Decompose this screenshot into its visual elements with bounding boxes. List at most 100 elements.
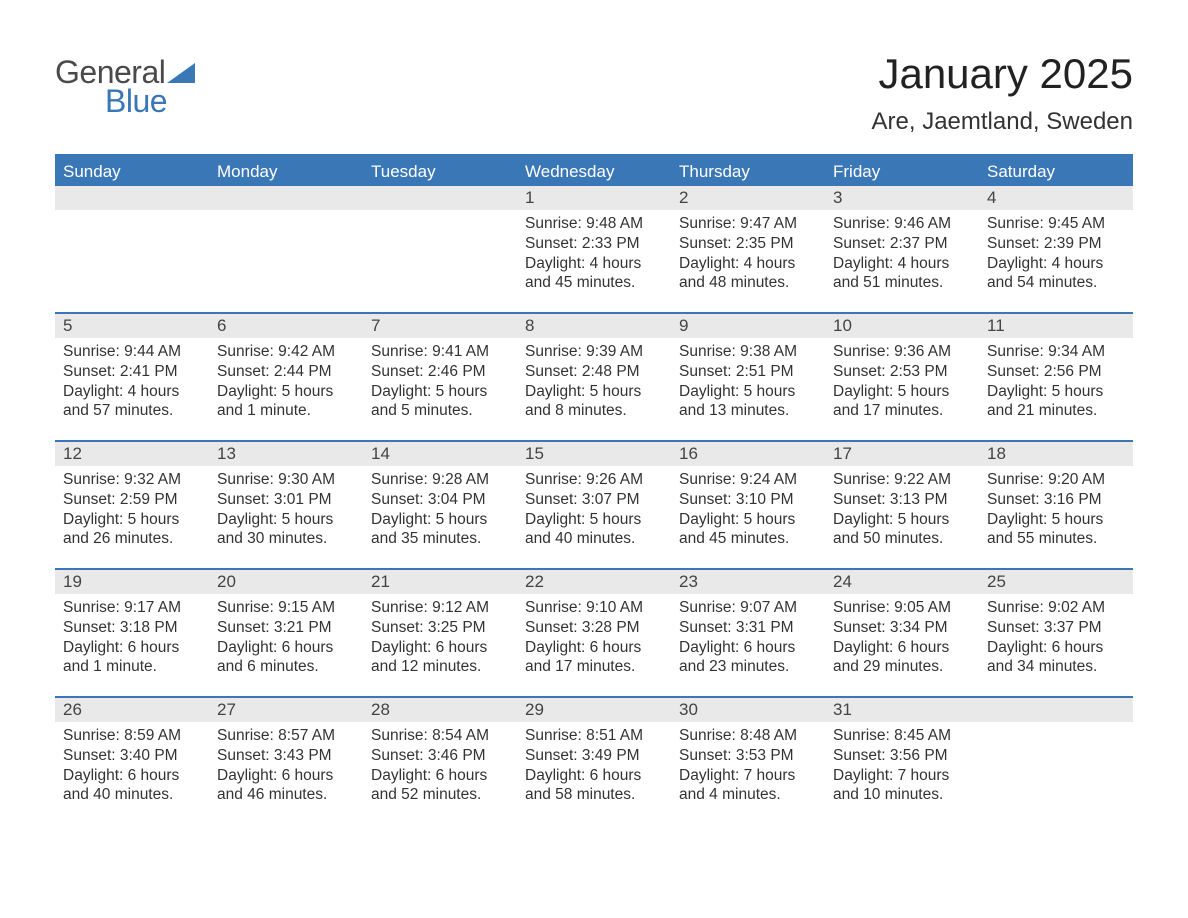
sunrise-line: Sunrise: 9:46 AM bbox=[833, 214, 979, 234]
daylight-line: Daylight: 6 hours and 40 minutes. bbox=[63, 766, 209, 806]
sunrise-line: Sunrise: 8:57 AM bbox=[217, 726, 363, 746]
day-number: 20 bbox=[209, 570, 363, 594]
day-content: Sunrise: 9:32 AMSunset: 2:59 PMDaylight:… bbox=[55, 466, 209, 549]
day-number: 14 bbox=[363, 442, 517, 466]
week-row: 5Sunrise: 9:44 AMSunset: 2:41 PMDaylight… bbox=[55, 312, 1133, 440]
daylight-line: Daylight: 5 hours and 13 minutes. bbox=[679, 382, 825, 422]
day-cell bbox=[979, 698, 1133, 824]
week-row: 26Sunrise: 8:59 AMSunset: 3:40 PMDayligh… bbox=[55, 696, 1133, 824]
daylight-line: Daylight: 6 hours and 52 minutes. bbox=[371, 766, 517, 806]
sunrise-line: Sunrise: 9:12 AM bbox=[371, 598, 517, 618]
sunrise-line: Sunrise: 9:39 AM bbox=[525, 342, 671, 362]
sunset-line: Sunset: 2:41 PM bbox=[63, 362, 209, 382]
day-cell: 23Sunrise: 9:07 AMSunset: 3:31 PMDayligh… bbox=[671, 570, 825, 696]
day-cell: 9 Sunrise: 9:38 AMSunset: 2:51 PMDaylight… bbox=[671, 314, 825, 440]
dow-cell: Wednesday bbox=[517, 157, 671, 186]
day-number: 26 bbox=[55, 698, 209, 722]
day-number: 22 bbox=[517, 570, 671, 594]
day-cell: 17Sunrise: 9:22 AMSunset: 3:13 PMDayligh… bbox=[825, 442, 979, 568]
daylight-line: Daylight: 6 hours and 58 minutes. bbox=[525, 766, 671, 806]
day-number: 27 bbox=[209, 698, 363, 722]
day-cell bbox=[363, 186, 517, 312]
daylight-line: Daylight: 6 hours and 46 minutes. bbox=[217, 766, 363, 806]
sunrise-line: Sunrise: 9:02 AM bbox=[987, 598, 1133, 618]
daylight-line: Daylight: 7 hours and 10 minutes. bbox=[833, 766, 979, 806]
day-number: 19 bbox=[55, 570, 209, 594]
day-content: Sunrise: 9:36 AMSunset: 2:53 PMDaylight:… bbox=[825, 338, 979, 421]
daylight-line: Daylight: 5 hours and 40 minutes. bbox=[525, 510, 671, 550]
day-content: Sunrise: 9:20 AMSunset: 3:16 PMDaylight:… bbox=[979, 466, 1133, 549]
day-number: 3 bbox=[825, 186, 979, 210]
title-block: January 2025 Are, Jaemtland, Sweden bbox=[872, 50, 1133, 136]
daylight-line: Daylight: 6 hours and 23 minutes. bbox=[679, 638, 825, 678]
daylight-line: Daylight: 6 hours and 12 minutes. bbox=[371, 638, 517, 678]
day-cell: 16Sunrise: 9:24 AMSunset: 3:10 PMDayligh… bbox=[671, 442, 825, 568]
day-cell: 4Sunrise: 9:45 AMSunset: 2:39 PMDaylight… bbox=[979, 186, 1133, 312]
sunset-line: Sunset: 3:28 PM bbox=[525, 618, 671, 638]
day-content: Sunrise: 9:39 AMSunset: 2:48 PMDaylight:… bbox=[517, 338, 671, 421]
sunrise-line: Sunrise: 9:28 AM bbox=[371, 470, 517, 490]
day-cell: 2Sunrise: 9:47 AMSunset: 2:35 PMDaylight… bbox=[671, 186, 825, 312]
sunrise-line: Sunrise: 9:10 AM bbox=[525, 598, 671, 618]
day-number: 31 bbox=[825, 698, 979, 722]
logo: General Blue bbox=[55, 50, 195, 120]
day-cell: 10Sunrise: 9:36 AMSunset: 2:53 PMDayligh… bbox=[825, 314, 979, 440]
day-cell: 24Sunrise: 9:05 AMSunset: 3:34 PMDayligh… bbox=[825, 570, 979, 696]
day-number: 10 bbox=[825, 314, 979, 338]
day-number: 23 bbox=[671, 570, 825, 594]
day-number: 16 bbox=[671, 442, 825, 466]
week-row: 19Sunrise: 9:17 AMSunset: 3:18 PMDayligh… bbox=[55, 568, 1133, 696]
sunrise-line: Sunrise: 9:44 AM bbox=[63, 342, 209, 362]
sunset-line: Sunset: 3:21 PM bbox=[217, 618, 363, 638]
day-number: 25 bbox=[979, 570, 1133, 594]
sunrise-line: Sunrise: 9:38 AM bbox=[679, 342, 825, 362]
day-content: Sunrise: 9:41 AMSunset: 2:46 PMDaylight:… bbox=[363, 338, 517, 421]
dow-cell: Saturday bbox=[979, 157, 1133, 186]
daylight-line: Daylight: 5 hours and 30 minutes. bbox=[217, 510, 363, 550]
sunrise-line: Sunrise: 9:17 AM bbox=[63, 598, 209, 618]
day-cell bbox=[55, 186, 209, 312]
day-number: 29 bbox=[517, 698, 671, 722]
daylight-line: Daylight: 4 hours and 57 minutes. bbox=[63, 382, 209, 422]
day-content: Sunrise: 9:47 AMSunset: 2:35 PMDaylight:… bbox=[671, 210, 825, 293]
day-cell: 5Sunrise: 9:44 AMSunset: 2:41 PMDaylight… bbox=[55, 314, 209, 440]
sunrise-line: Sunrise: 9:05 AM bbox=[833, 598, 979, 618]
day-cell: 22Sunrise: 9:10 AMSunset: 3:28 PMDayligh… bbox=[517, 570, 671, 696]
day-number: 11 bbox=[979, 314, 1133, 338]
sunset-line: Sunset: 3:10 PM bbox=[679, 490, 825, 510]
logo-sail-icon bbox=[167, 63, 195, 83]
dow-cell: Monday bbox=[209, 157, 363, 186]
sunrise-line: Sunrise: 9:32 AM bbox=[63, 470, 209, 490]
day-number: 9 bbox=[671, 314, 825, 338]
daylight-line: Daylight: 6 hours and 1 minute. bbox=[63, 638, 209, 678]
sunrise-line: Sunrise: 9:24 AM bbox=[679, 470, 825, 490]
day-number bbox=[55, 186, 209, 210]
day-content: Sunrise: 9:05 AMSunset: 3:34 PMDaylight:… bbox=[825, 594, 979, 677]
dow-cell: Thursday bbox=[671, 157, 825, 186]
sunset-line: Sunset: 3:49 PM bbox=[525, 746, 671, 766]
day-number bbox=[363, 186, 517, 210]
day-content: Sunrise: 8:51 AMSunset: 3:49 PMDaylight:… bbox=[517, 722, 671, 805]
day-number: 4 bbox=[979, 186, 1133, 210]
day-content: Sunrise: 9:22 AMSunset: 3:13 PMDaylight:… bbox=[825, 466, 979, 549]
day-cell: 14Sunrise: 9:28 AMSunset: 3:04 PMDayligh… bbox=[363, 442, 517, 568]
sunrise-line: Sunrise: 8:51 AM bbox=[525, 726, 671, 746]
day-content: Sunrise: 9:34 AMSunset: 2:56 PMDaylight:… bbox=[979, 338, 1133, 421]
sunset-line: Sunset: 2:35 PM bbox=[679, 234, 825, 254]
day-cell: 29Sunrise: 8:51 AMSunset: 3:49 PMDayligh… bbox=[517, 698, 671, 824]
sunset-line: Sunset: 3:46 PM bbox=[371, 746, 517, 766]
week-row: 1Sunrise: 9:48 AMSunset: 2:33 PMDaylight… bbox=[55, 186, 1133, 312]
sunset-line: Sunset: 2:51 PM bbox=[679, 362, 825, 382]
daylight-line: Daylight: 4 hours and 45 minutes. bbox=[525, 254, 671, 294]
sunset-line: Sunset: 3:31 PM bbox=[679, 618, 825, 638]
daylight-line: Daylight: 6 hours and 34 minutes. bbox=[987, 638, 1133, 678]
sunrise-line: Sunrise: 9:26 AM bbox=[525, 470, 671, 490]
day-number: 1 bbox=[517, 186, 671, 210]
logo-word-blue: Blue bbox=[105, 83, 167, 120]
sunset-line: Sunset: 2:33 PM bbox=[525, 234, 671, 254]
day-cell: 31Sunrise: 8:45 AMSunset: 3:56 PMDayligh… bbox=[825, 698, 979, 824]
location: Are, Jaemtland, Sweden bbox=[872, 108, 1133, 136]
daylight-line: Daylight: 7 hours and 4 minutes. bbox=[679, 766, 825, 806]
day-content: Sunrise: 9:02 AMSunset: 3:37 PMDaylight:… bbox=[979, 594, 1133, 677]
sunrise-line: Sunrise: 8:59 AM bbox=[63, 726, 209, 746]
